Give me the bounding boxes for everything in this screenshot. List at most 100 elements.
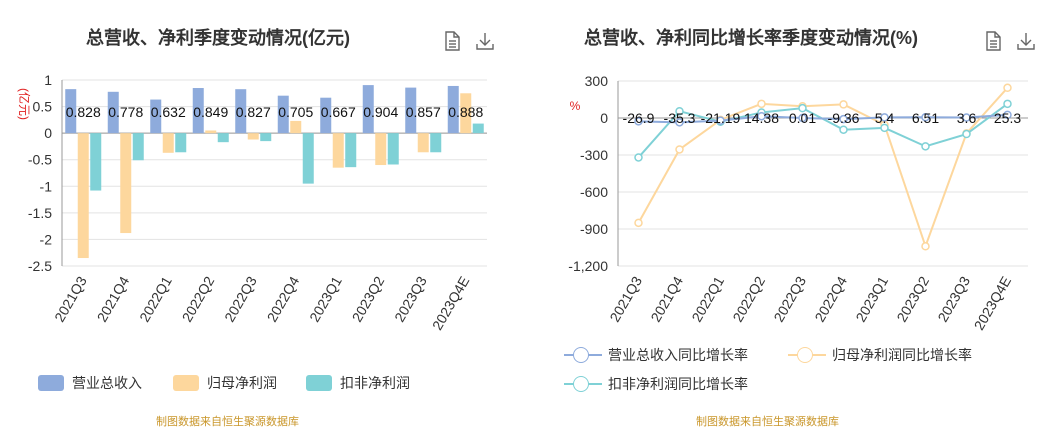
data-label: 0.632 xyxy=(151,104,186,120)
series-line xyxy=(637,87,1009,250)
bar xyxy=(290,120,302,134)
data-label: -21.19 xyxy=(701,110,741,126)
download-icon[interactable] xyxy=(474,30,496,52)
bar xyxy=(65,89,77,134)
data-point xyxy=(921,112,930,122)
data-point xyxy=(675,106,684,116)
bar xyxy=(205,130,217,134)
y-tick-label: 0 xyxy=(44,125,52,141)
y-axis-label: (亿元) xyxy=(17,88,32,120)
data-label: -26.9 xyxy=(623,110,655,126)
data-point xyxy=(839,100,848,109)
x-tick-label: 2023Q3 xyxy=(391,273,430,324)
x-tick-label: 2023Q1 xyxy=(852,273,891,324)
data-point xyxy=(1003,99,1012,109)
bar xyxy=(277,95,289,134)
bar xyxy=(387,133,399,165)
x-tick-label: 2023Q2 xyxy=(893,273,932,324)
bar xyxy=(417,133,429,153)
bar xyxy=(345,133,357,168)
document-icon[interactable] xyxy=(441,30,463,52)
data-label: 14.38 xyxy=(744,110,779,126)
legend-label: 归母净利润 xyxy=(207,375,277,391)
data-source-note: 制图数据来自恒生聚源数据库 xyxy=(156,416,299,428)
legend-item[interactable]: 归母净利润 xyxy=(173,373,277,393)
data-point xyxy=(798,113,807,123)
data-label: 6.51 xyxy=(912,110,939,126)
bar xyxy=(447,85,459,134)
x-tick-label: 2023Q1 xyxy=(306,273,345,324)
data-label: 0.01 xyxy=(789,110,816,126)
x-tick-label: 2023Q4E xyxy=(429,274,472,333)
data-label: 0.857 xyxy=(406,104,441,120)
data-label: -35.3 xyxy=(664,110,696,126)
x-tick-label: 2022Q2 xyxy=(179,273,218,324)
x-tick-label: 2023Q2 xyxy=(349,273,388,324)
x-tick-label: 2022Q1 xyxy=(688,273,727,324)
bar xyxy=(362,85,374,134)
y-axis-label: % xyxy=(570,99,581,113)
data-point xyxy=(634,218,643,228)
x-tick-label: 2022Q3 xyxy=(770,273,809,324)
bar xyxy=(90,133,102,191)
y-tick-label: 1 xyxy=(44,72,52,88)
legend-item[interactable]: 营业总收入同比增长率 xyxy=(564,345,748,365)
legend-swatch xyxy=(564,347,602,363)
x-tick-label: 2022Q4 xyxy=(264,273,303,324)
legend-label: 扣非净利润同比增长率 xyxy=(608,376,748,392)
data-point xyxy=(675,145,684,154)
data-label: -9.36 xyxy=(828,110,860,126)
x-tick-label: 2021Q4 xyxy=(647,273,686,324)
legend-item[interactable]: 营业总收入 xyxy=(38,373,142,393)
data-point xyxy=(880,123,889,133)
data-label: 3.6 xyxy=(957,110,977,126)
chart-title: 总营收、净利同比增长率季度变动情况(%) xyxy=(584,28,918,48)
bar xyxy=(460,93,472,134)
growth-rate-chart-panel: 总营收、净利同比增长率季度变动情况(%) -1,200 -900 -600 -300 0… xyxy=(526,0,1051,438)
document-icon[interactable] xyxy=(982,30,1004,52)
data-point xyxy=(921,242,930,251)
data-point xyxy=(921,142,930,151)
legend-label: 营业总收入 xyxy=(72,375,142,391)
bar xyxy=(132,133,144,161)
y-tick-label: -1,200 xyxy=(568,258,608,274)
data-point xyxy=(1003,83,1012,93)
y-tick-label: -2.5 xyxy=(28,258,52,274)
data-point xyxy=(716,116,725,125)
data-point xyxy=(757,99,766,109)
x-tick-label: 2021Q4 xyxy=(94,273,133,324)
y-tick-label: 0.5 xyxy=(33,99,53,115)
bar xyxy=(107,91,119,134)
data-point xyxy=(1003,110,1012,120)
legend-item[interactable]: 扣非净利润同比增长率 xyxy=(564,374,748,394)
legend-item[interactable]: 扣非净利润 xyxy=(306,373,410,393)
data-label: 0.827 xyxy=(236,104,271,120)
y-tick-label: 300 xyxy=(585,73,609,89)
data-point xyxy=(839,114,848,124)
legend-swatch xyxy=(564,376,602,392)
x-tick-label: 2022Q1 xyxy=(136,273,175,324)
x-tick-label: 2023Q4E xyxy=(971,274,1014,333)
y-tick-label: -600 xyxy=(580,184,608,200)
bar xyxy=(472,123,484,134)
data-label: 0.705 xyxy=(278,104,313,120)
bar xyxy=(375,133,387,166)
y-tick-label: 0 xyxy=(600,110,608,126)
download-icon[interactable] xyxy=(1015,30,1037,52)
data-label: 0.778 xyxy=(108,104,143,120)
y-tick-label: -0.5 xyxy=(28,152,52,168)
data-point xyxy=(634,117,643,126)
data-label: 5.4 xyxy=(875,110,895,126)
revenue-profit-chart-panel: 总营收、净利季度变动情况(亿元) -2.5 -2 -1.5 -1 -0.5 0 0.5 1 (亿… xyxy=(0,0,525,438)
bar xyxy=(332,133,344,168)
data-label: 0.667 xyxy=(321,104,356,120)
data-label: 25.3 xyxy=(994,110,1021,126)
data-label: 0.888 xyxy=(448,104,483,120)
data-label: 0.849 xyxy=(193,104,228,120)
x-tick-label: 2022Q2 xyxy=(729,273,768,324)
data-point xyxy=(798,103,807,113)
legend-item[interactable]: 归母净利润同比增长率 xyxy=(788,345,972,365)
data-point xyxy=(839,125,848,134)
bar xyxy=(235,89,247,134)
